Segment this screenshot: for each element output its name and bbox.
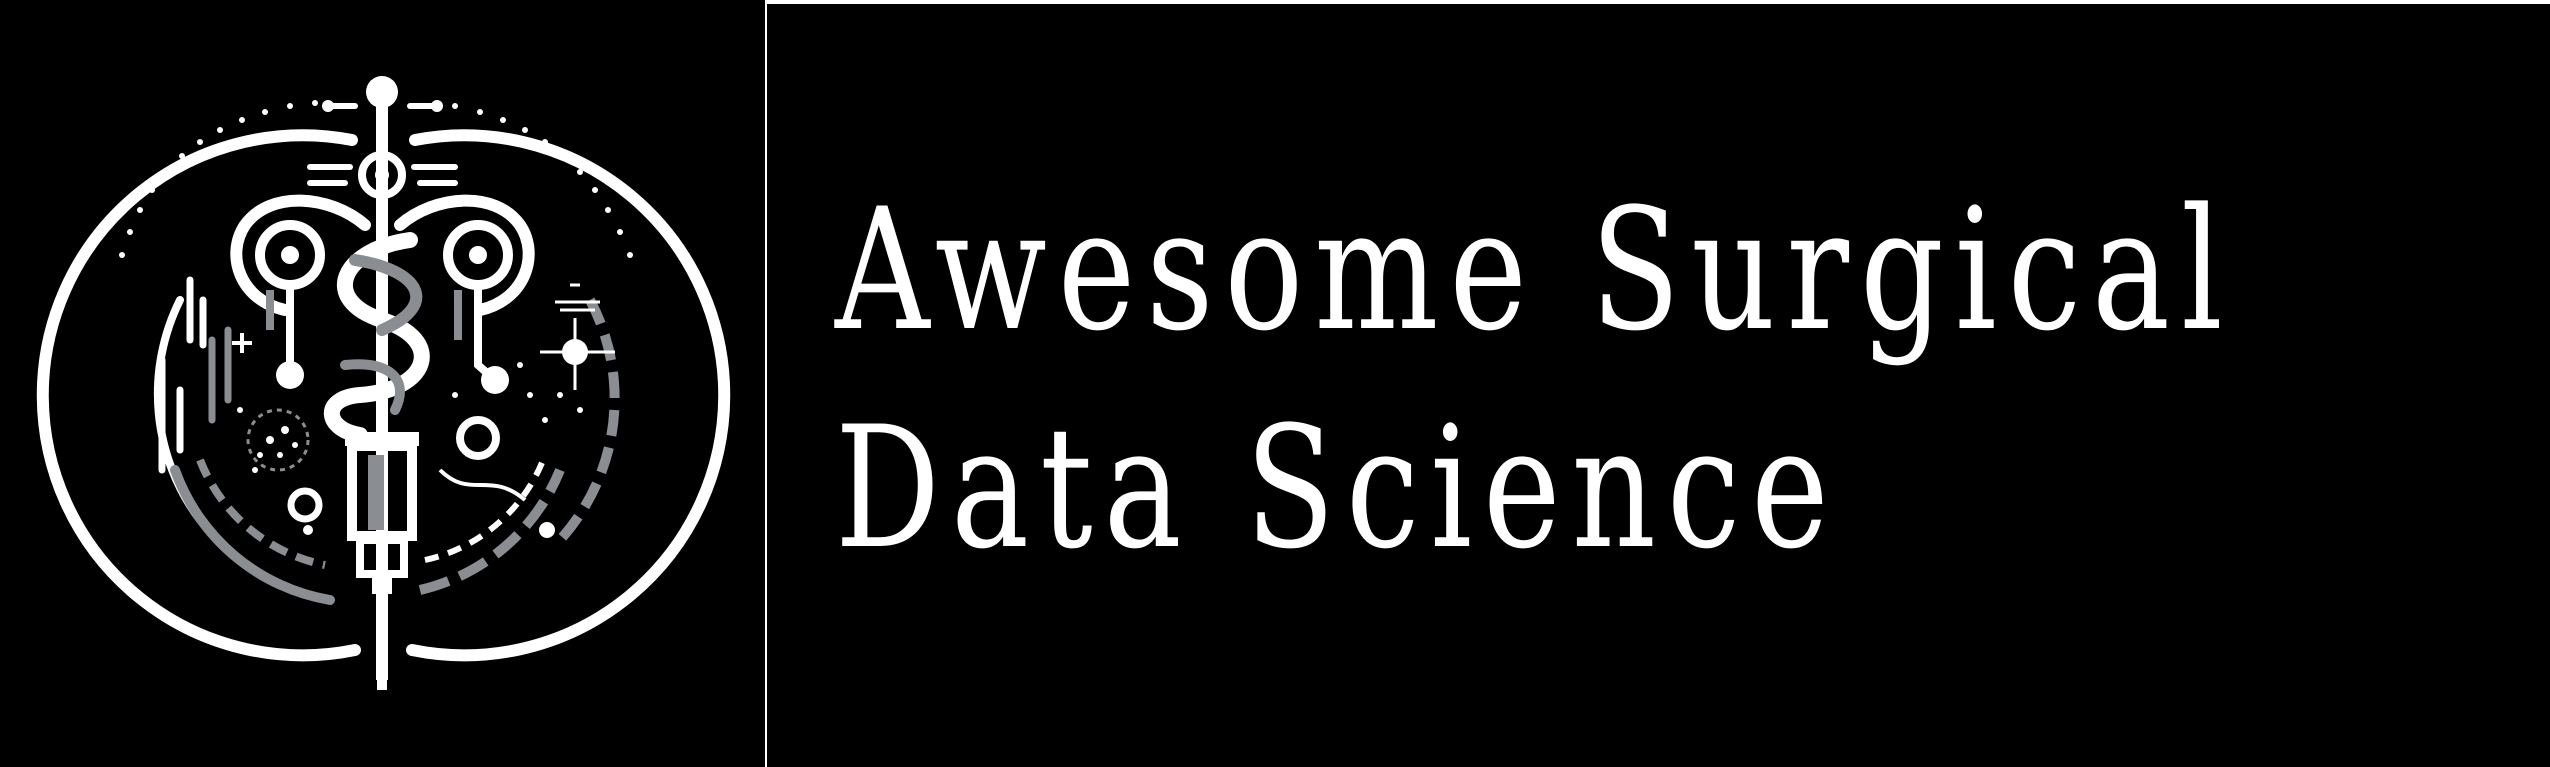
top-border: [767, 0, 2550, 4]
title-line-1: Awesome Surgical: [835, 172, 2234, 368]
title-line-2: Data Science: [835, 390, 1840, 586]
panel-divider: [765, 0, 767, 767]
caduceus-circuit-logo-icon: [36, 76, 731, 690]
logo-panel: [0, 0, 765, 767]
title-panel: Awesome Surgical Data Science: [767, 4, 2550, 767]
